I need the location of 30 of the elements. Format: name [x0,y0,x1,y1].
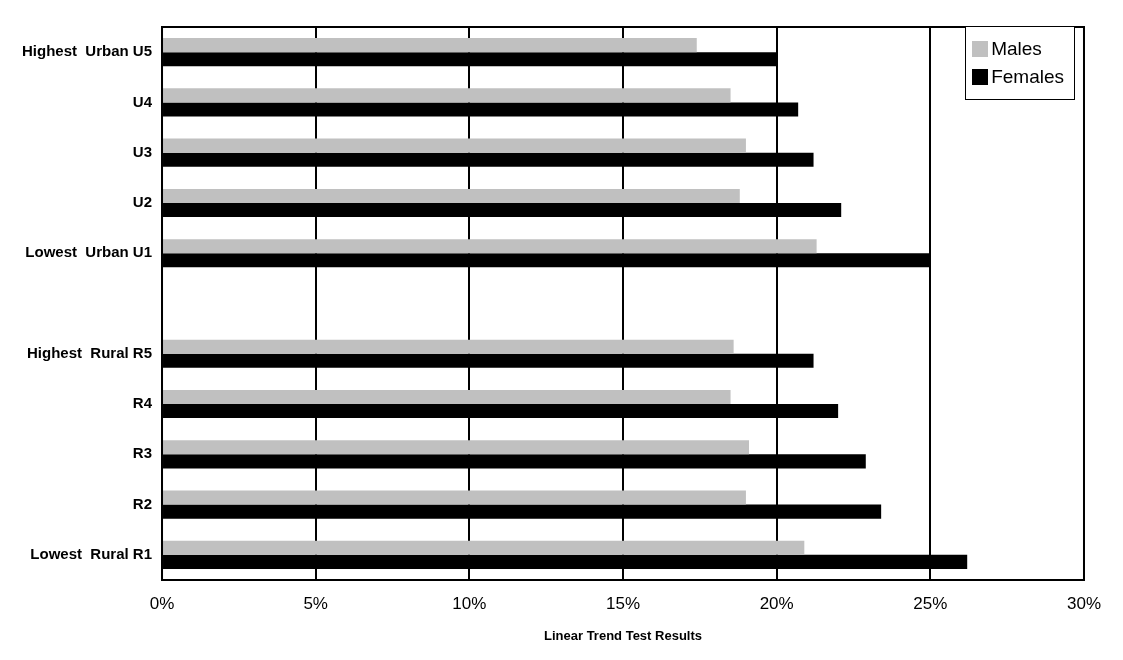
bar [163,440,750,455]
x-tick-label: 25% [913,593,948,613]
x-tick-label: 0% [149,593,175,613]
x-tick-label: 30% [1066,593,1101,613]
x-tick-label: 5% [303,593,328,613]
x-axis-title: Linear Trend Test Results [544,627,702,643]
bar [163,389,731,405]
y-tick-label: R2 [132,494,153,512]
bar [163,138,746,153]
bar [163,339,734,354]
x-tick-label: 20% [759,593,794,613]
bar [163,540,805,555]
legend-label: Males [991,37,1042,61]
y-tick-label: R4 [132,394,153,412]
bar [163,239,817,254]
y-tick-label: U4 [132,92,153,110]
y-tick-label: U3 [132,142,153,160]
y-tick-label: R3 [132,444,153,462]
y-tick-label: Highest Rural R5 [26,343,153,361]
x-tick-label: 15% [605,593,641,613]
x-tick-label: 10% [452,593,487,613]
bar [163,490,746,505]
y-tick-label: U2 [132,193,153,211]
y-tick-label: Highest Urban U5 [21,42,153,60]
bar [163,88,731,103]
bar [163,38,697,53]
y-tick-label: Lowest Rural R1 [30,545,153,562]
y-tick-label: Lowest Urban U1 [25,243,153,261]
legend-label: Females [991,65,1064,89]
bar [163,188,740,203]
